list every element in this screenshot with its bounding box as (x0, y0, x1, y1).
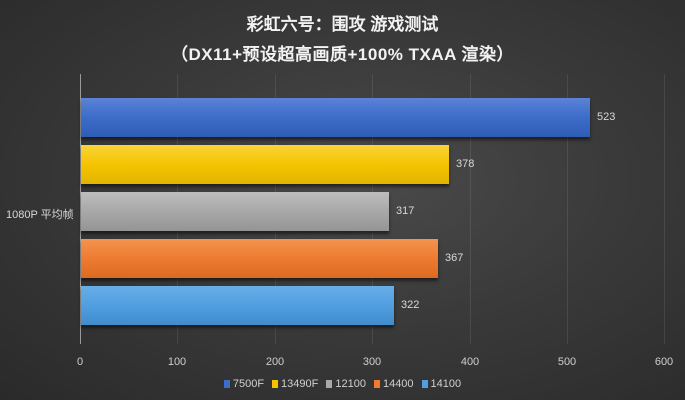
x-tick: 300 (362, 356, 382, 368)
legend-swatch-icon (326, 380, 333, 388)
value-label: 322 (401, 299, 420, 311)
value-label: 523 (597, 111, 616, 123)
gridline (470, 74, 471, 344)
chart-title: 彩虹六号：围攻 游戏测试 (246, 15, 439, 34)
legend-item-14400: 14400 (373, 378, 414, 390)
legend-swatch-icon (272, 380, 279, 388)
plot-area: 523 378 317 367 322 (80, 74, 665, 344)
value-label: 367 (445, 252, 464, 264)
bar-7500F (81, 98, 590, 137)
bar-12100 (81, 192, 389, 231)
category-axis (80, 74, 81, 344)
value-label: 378 (456, 158, 475, 170)
bar-13490F (81, 145, 449, 184)
x-tick: 500 (557, 356, 577, 368)
legend: 7500F 13490F 12100 14400 14100 (0, 378, 685, 390)
legend-swatch-icon (223, 380, 230, 388)
legend-item-14100: 14100 (421, 378, 461, 390)
x-tick: 100 (167, 356, 187, 368)
gridline (567, 74, 568, 344)
x-tick: 400 (460, 356, 480, 368)
gridline (664, 74, 665, 344)
x-tick: 0 (76, 356, 84, 368)
category-label: 1080P 平均帧 (6, 209, 74, 221)
legend-swatch-icon (421, 380, 428, 388)
x-tick: 600 (654, 356, 674, 368)
bar-14100 (81, 286, 394, 325)
value-label: 317 (396, 205, 415, 217)
legend-item-12100: 12100 (326, 378, 366, 390)
chart-subtitle: （DX11+预设超高画质+100% TXAA 渲染） (170, 45, 514, 64)
legend-item-7500F: 7500F (223, 378, 264, 390)
x-tick: 200 (265, 356, 285, 368)
legend-swatch-icon (373, 380, 380, 388)
bar-14400 (81, 239, 438, 278)
legend-item-13490F: 13490F (272, 378, 318, 390)
